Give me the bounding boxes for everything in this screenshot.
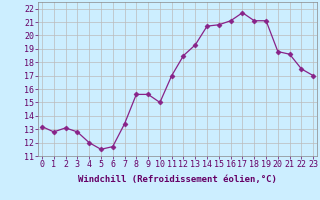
X-axis label: Windchill (Refroidissement éolien,°C): Windchill (Refroidissement éolien,°C) <box>78 175 277 184</box>
